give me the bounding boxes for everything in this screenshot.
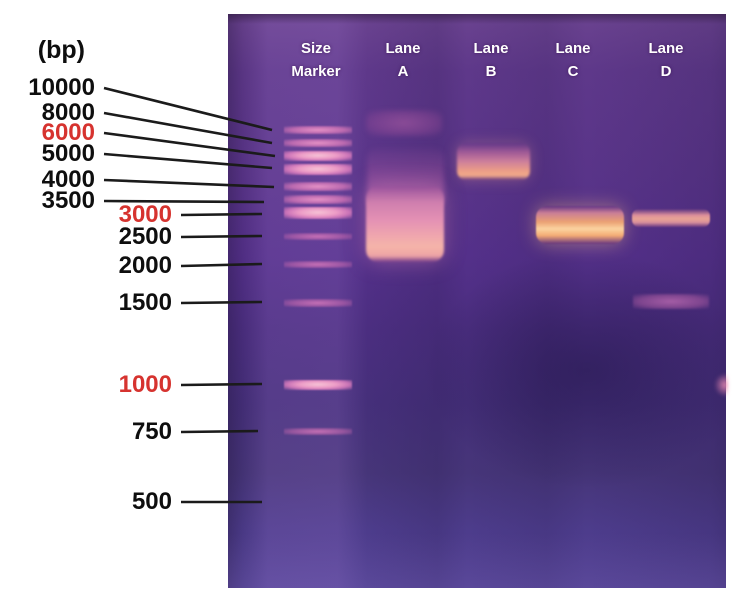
size-marker-label: Size Marker [268,37,364,83]
lane-c-band [536,206,624,244]
lane-a-label-line1: Lane [385,40,421,57]
bp-label-1500: 1500 [118,289,172,316]
marker-band-750 [284,428,352,435]
lane-b-label-line2: B [485,63,497,80]
marker-band-1000 [284,380,352,390]
bp-label-1000: 1000 [118,371,172,398]
bp-label-10000: 10000 [28,74,95,101]
lane-a-main-band [366,186,444,262]
bp-label-4000: 4000 [41,166,95,193]
bp-unit-label: (bp) [37,36,85,64]
lane-b-label-line1: Lane [473,40,509,57]
lane-c-label-line1: Lane [555,40,591,57]
bp-label-2000: 2000 [118,252,172,279]
gel-image [228,14,728,588]
marker-band-5000 [284,164,352,175]
bp-label-8000: 8000 [41,99,95,126]
lane-a-label-line2: A [397,63,409,80]
bp-label-2500: 2500 [118,223,172,250]
marker-band-1500 [284,299,352,307]
marker-band-10000 [284,126,352,134]
lane-d-label-line2: D [660,63,672,80]
lane-d-label-line1: Lane [648,40,684,57]
marker-band-4000 [284,182,352,191]
bp-label-3000: 3000 [118,201,172,228]
gel-edge-spot [714,373,728,397]
bp-label-3500: 3500 [41,187,95,214]
bp-label-5000: 5000 [41,140,95,167]
bp-label-6000: 6000 [41,119,95,146]
bp-label-500: 500 [131,488,172,515]
marker-band-3000 [284,207,352,219]
lane-c-label-line2: C [567,63,579,80]
lane-a-faint-upper-band [366,110,442,136]
bp-label-750: 750 [131,418,172,445]
lane-d-lower-band [633,294,709,309]
size-marker-label-line2: Marker [291,63,341,80]
lane-d-upper-band [632,209,710,227]
lane-b-band [457,143,530,180]
lane-a-label: Lane A [355,37,451,83]
marker-band-8000 [284,139,352,147]
marker-band-6000 [284,151,352,161]
marker-band-2000 [284,261,352,268]
marker-band-3500 [284,195,352,204]
size-marker-label-line1: Size [300,40,331,57]
lane-d-label: Lane D [618,37,714,83]
lane-c-label: Lane C [525,37,621,83]
marker-band-2500 [284,233,352,240]
lane-b-label: Lane B [443,37,539,83]
